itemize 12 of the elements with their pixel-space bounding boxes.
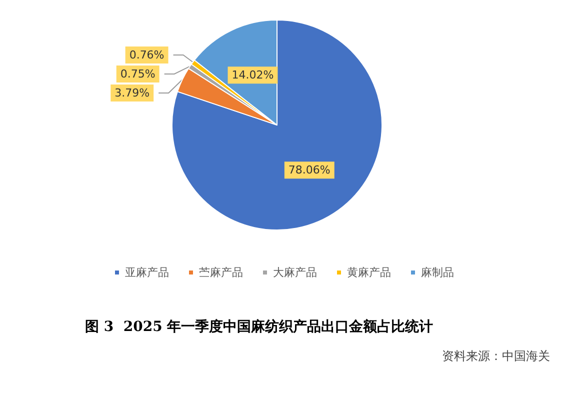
- data-label: 3.79%: [114, 86, 150, 100]
- data-label: 0.76%: [129, 48, 164, 62]
- legend-label: 苎麻产品: [199, 266, 243, 279]
- text: 资料来源：中国海关: [442, 349, 550, 363]
- data-label: 0.75%: [120, 67, 156, 80]
- legend-label: 麻制品: [421, 266, 454, 279]
- legend-label: 大麻产品: [273, 266, 317, 279]
- legend-label: 黄麻产品: [347, 266, 391, 279]
- text: 图 3 2025 年一季度中国麻纺织产品出口金额占比统计: [85, 318, 434, 335]
- data-label: 78.06%: [288, 164, 330, 177]
- data-label: 14.02%: [232, 68, 274, 82]
- legend-label: 亚麻产品: [125, 266, 169, 279]
